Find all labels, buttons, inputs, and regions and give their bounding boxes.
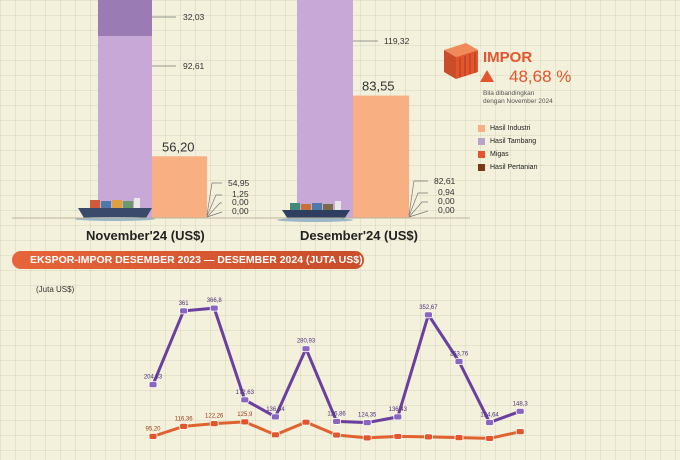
nov-impor-value: 56,20 <box>162 139 195 154</box>
line-chart: 204,83 361 366,8 172,63 136,54 280,93 126,86 12… <box>144 298 529 442</box>
data-point <box>454 434 464 442</box>
data-point <box>301 418 311 426</box>
nov-pertanian-label: 0,00 <box>232 197 249 207</box>
impor-title: IMPOR <box>483 49 533 66</box>
legend: Hasil Industri Hasil Tambang Migas Hasil… <box>478 122 537 174</box>
data-label: 116,36 <box>175 416 194 422</box>
legend-swatch <box>478 164 485 171</box>
data-label: 124,35 <box>358 413 377 419</box>
nov-ekspor-label-1: 32,03 <box>183 12 205 22</box>
shipping-container-icon <box>444 43 478 79</box>
leader-line <box>206 194 222 217</box>
data-point <box>393 433 403 440</box>
line-chart-title: EKSPOR-IMPOR DESEMBER 2023 — DESEMBER 20… <box>12 251 364 269</box>
des-tambang-label: 0,94 <box>438 187 455 197</box>
nov-tambang-label: 1,25 <box>232 189 249 199</box>
data-point <box>240 396 250 404</box>
cargo-ship-icon <box>277 201 353 222</box>
data-label: 95,20 <box>145 426 161 432</box>
data-point <box>301 345 311 353</box>
des-period-label: Desember'24 (US$) <box>300 228 418 243</box>
nov-other-label: 0,00 <box>232 206 249 216</box>
data-point <box>362 419 372 427</box>
nov-impor-bar <box>152 156 207 218</box>
data-point <box>362 434 372 442</box>
data-point <box>485 419 495 426</box>
data-label: 148,3 <box>513 401 529 407</box>
data-label: 352,67 <box>419 305 438 311</box>
legend-item: Hasil Pertanian <box>478 161 537 174</box>
data-label: 366,8 <box>207 298 223 304</box>
data-label: 136,43 <box>389 407 408 413</box>
leader-line <box>408 180 428 216</box>
data-label: 122,26 <box>205 414 224 420</box>
nov-ekspor-bar-top <box>98 0 152 36</box>
des-impor-value: 83,55 <box>362 79 395 94</box>
des-other-label: 0,00 <box>438 205 455 215</box>
data-point <box>148 381 158 389</box>
legend-item: Migas <box>478 148 537 161</box>
data-point <box>515 428 525 436</box>
data-label: 172,63 <box>236 390 255 396</box>
data-label: 253,76 <box>450 352 469 358</box>
legend-item: Hasil Tambang <box>478 135 537 148</box>
leader-line <box>206 182 222 216</box>
leader-line <box>408 192 428 217</box>
data-point <box>454 358 464 365</box>
legend-label: Hasil Tambang <box>490 138 537 145</box>
data-point <box>485 435 495 442</box>
data-point <box>515 407 525 415</box>
data-label: 136,54 <box>266 407 285 413</box>
legend-swatch <box>478 151 485 158</box>
legend-label: Migas <box>490 151 509 158</box>
leader-line <box>206 211 223 218</box>
data-point <box>423 433 433 441</box>
triangle-up-icon <box>480 70 494 82</box>
line-chart-unit: (Juta US$) <box>36 285 75 294</box>
impor-note: Bila dibandingkan dengan November 2024 <box>483 90 613 106</box>
data-label: 126,86 <box>327 411 346 417</box>
des-impor-bar <box>353 95 409 218</box>
data-label: 125,9 <box>237 412 253 418</box>
data-point <box>332 418 342 425</box>
nov-ekspor-bar <box>98 36 152 218</box>
legend-label: Hasil Industri <box>490 125 531 132</box>
des-ekspor-bar <box>297 0 353 218</box>
legend-swatch <box>478 138 485 145</box>
legend-swatch <box>478 125 485 132</box>
data-point <box>332 431 342 439</box>
data-point <box>423 311 433 319</box>
data-point <box>270 431 280 439</box>
impor-note-line2: dengan November 2024 <box>483 98 553 105</box>
data-label: 280,93 <box>297 339 316 345</box>
data-label: 204,83 <box>144 375 163 381</box>
nov-period-label: November'24 (US$) <box>86 228 205 243</box>
leader-line <box>408 201 428 218</box>
nov-ekspor-label-2: 92,61 <box>183 61 205 71</box>
leader-line <box>206 202 222 218</box>
nov-migas-label: 54,95 <box>228 178 250 188</box>
data-point <box>179 422 189 430</box>
des-pertanian-label: 0,00 <box>438 196 455 206</box>
data-point <box>148 432 158 440</box>
legend-label: Hasil Pertanian <box>490 164 538 171</box>
data-point <box>240 418 250 426</box>
impor-note-line1: Bila dibandingkan <box>483 90 535 97</box>
data-point <box>209 420 219 427</box>
data-label: 361 <box>179 301 190 307</box>
des-ekspor-label-1: 119,32 <box>384 36 410 46</box>
legend-item: Hasil Industri <box>478 122 537 135</box>
data-point <box>270 413 280 421</box>
data-point <box>209 304 219 312</box>
impor-change: 48,68 % <box>509 67 572 86</box>
data-label: 124,64 <box>480 412 499 418</box>
des-migas-label: 82,61 <box>434 176 456 186</box>
leader-line <box>408 210 429 218</box>
data-point <box>179 307 189 315</box>
ekspor-line <box>151 306 521 425</box>
data-point <box>393 413 403 421</box>
